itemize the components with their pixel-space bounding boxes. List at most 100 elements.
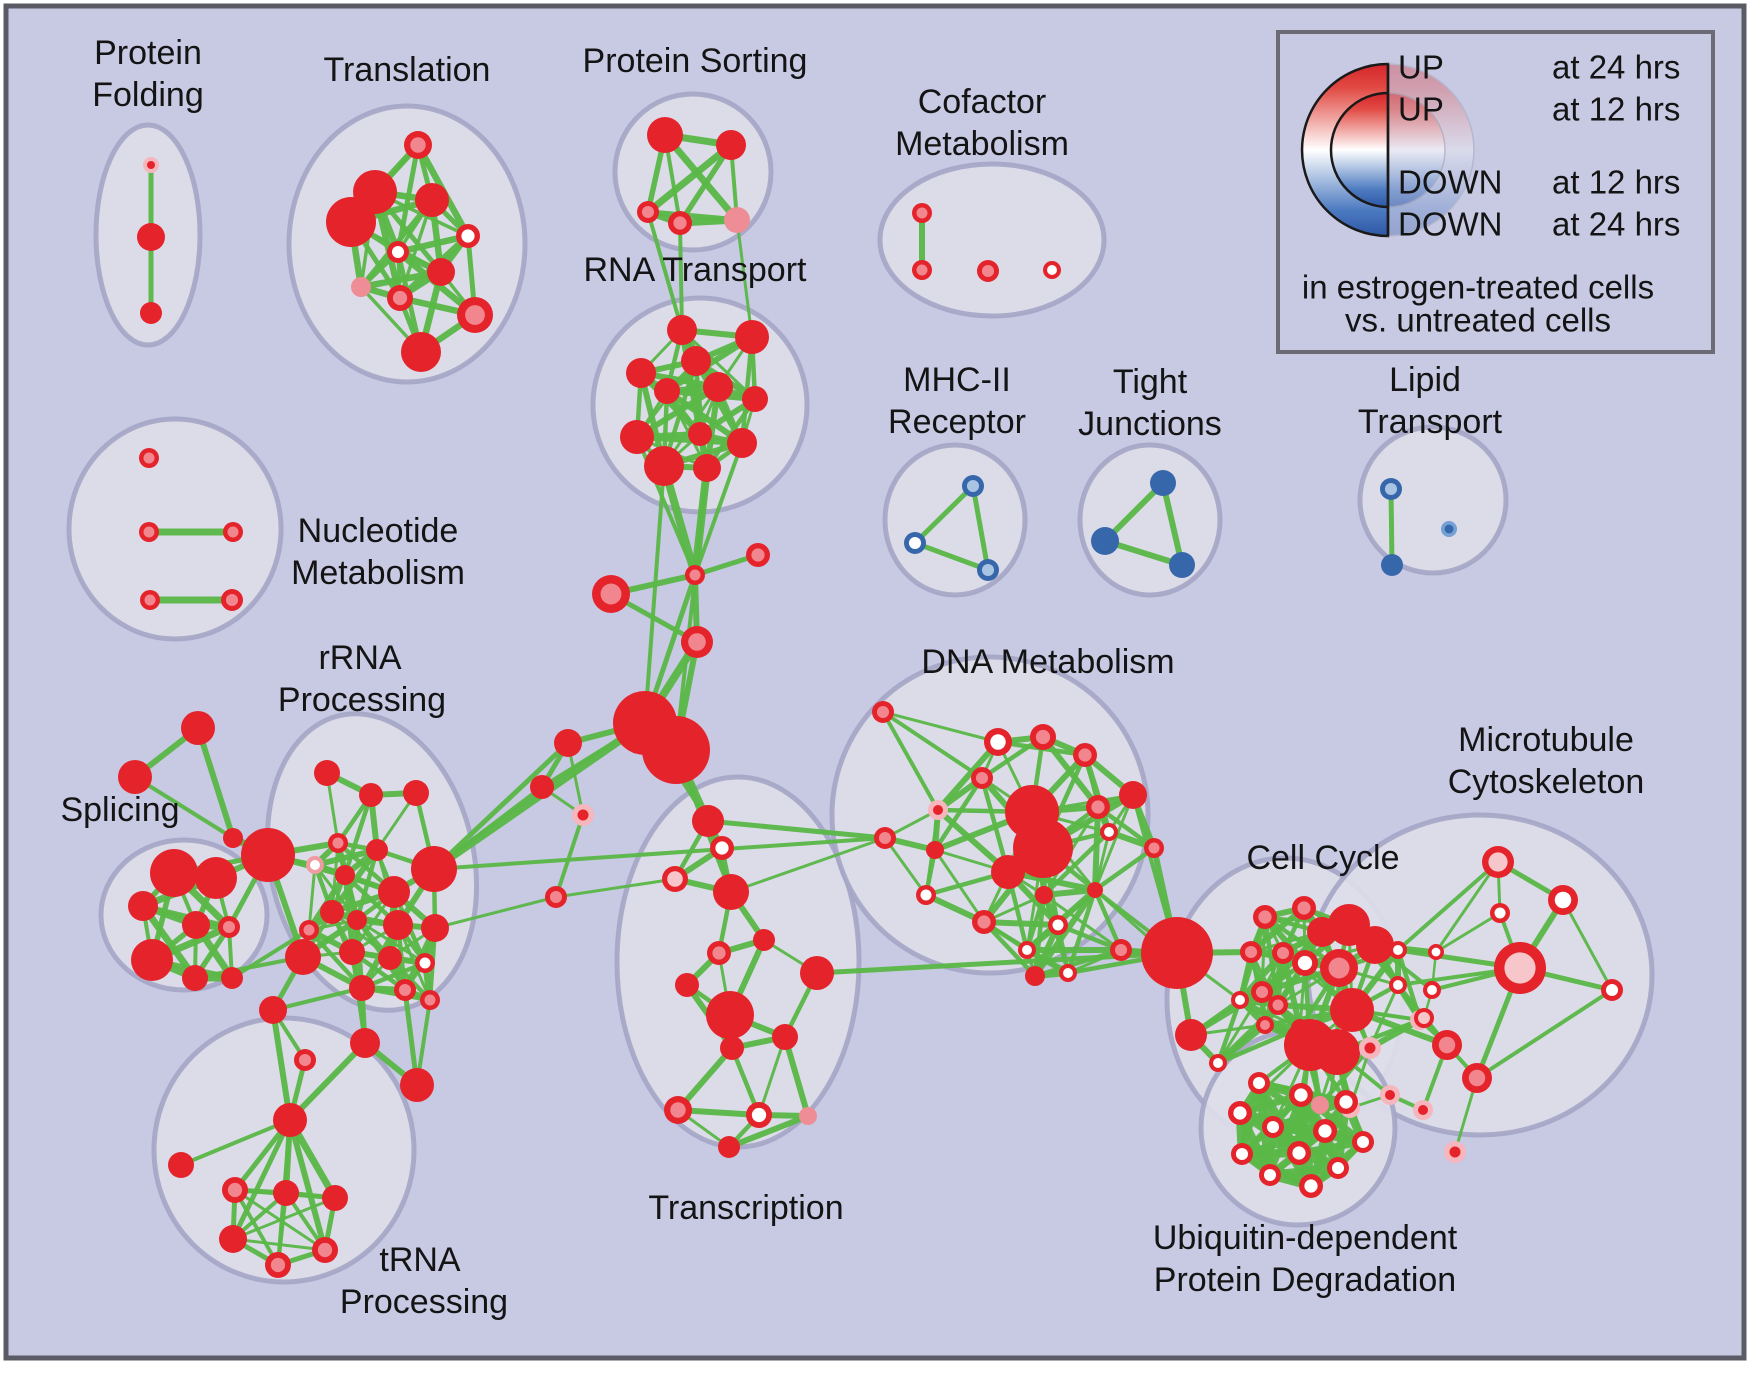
node-rrna-processing[interactable] xyxy=(411,846,457,892)
node-backbone[interactable] xyxy=(259,996,287,1024)
node-tight-junctions[interactable] xyxy=(1169,552,1195,578)
node-rna-transport[interactable] xyxy=(735,320,769,354)
node-dna-metabolism[interactable] xyxy=(1119,781,1147,809)
node-protein-sorting[interactable] xyxy=(724,207,750,233)
node-cell-cycle[interactable] xyxy=(1311,1096,1329,1114)
node-transcription[interactable] xyxy=(706,991,754,1039)
node-transcription[interactable] xyxy=(753,929,775,951)
node-rna-transport[interactable] xyxy=(688,422,712,446)
node-dna-metabolism[interactable] xyxy=(1025,966,1045,986)
node-transcription[interactable] xyxy=(799,1107,817,1125)
node-rrna-processing[interactable] xyxy=(366,839,388,861)
node-trna-processing[interactable] xyxy=(219,1225,247,1253)
node-translation[interactable] xyxy=(326,197,376,247)
node-backbone[interactable] xyxy=(223,828,243,848)
network-edge xyxy=(231,1237,327,1252)
node-dna-metabolism[interactable] xyxy=(1087,882,1103,898)
node-splicing[interactable] xyxy=(182,965,208,991)
node-splicing[interactable] xyxy=(221,967,243,989)
node-transcription[interactable] xyxy=(675,973,699,997)
node-splicing[interactable] xyxy=(131,939,173,981)
node-transcription[interactable] xyxy=(692,805,724,837)
node-dna-metabolism-core xyxy=(990,734,1006,750)
network-edge xyxy=(230,1117,293,1242)
node-rrna-processing[interactable] xyxy=(335,865,355,885)
node-splicing[interactable] xyxy=(182,911,210,939)
cluster-label-splicing: Splicing xyxy=(60,791,179,829)
node-rrna-processing[interactable] xyxy=(349,975,375,1001)
node-dna-metabolism[interactable] xyxy=(1013,818,1073,878)
node-backbone[interactable] xyxy=(118,760,152,794)
node-splicing[interactable] xyxy=(128,891,158,921)
node-rna-transport[interactable] xyxy=(742,386,768,412)
cluster-label-protein-sorting: Protein Sorting xyxy=(583,42,808,80)
node-rrna-processing[interactable] xyxy=(314,760,340,786)
node-transcription[interactable] xyxy=(720,1036,744,1060)
node-rrna-processing[interactable] xyxy=(339,939,365,965)
node-backbone[interactable] xyxy=(554,729,582,757)
node-protein-folding[interactable] xyxy=(137,223,165,251)
node-trna-processing[interactable] xyxy=(273,1103,307,1137)
node-dna-metabolism[interactable] xyxy=(991,855,1025,889)
node-backbone-core xyxy=(549,890,563,904)
node-rrna-processing[interactable] xyxy=(241,828,295,882)
node-rrna-processing[interactable] xyxy=(359,783,383,807)
node-rrna-processing[interactable] xyxy=(403,780,429,806)
node-translation[interactable] xyxy=(401,332,441,372)
node-rna-transport[interactable] xyxy=(667,315,697,345)
node-cell-cycle[interactable] xyxy=(1141,917,1213,989)
node-rrna-processing[interactable] xyxy=(421,914,449,942)
node-cell-cycle-core xyxy=(1328,957,1350,979)
node-rrna-processing[interactable] xyxy=(320,900,344,924)
node-dna-metabolism[interactable] xyxy=(1035,886,1053,904)
node-tight-junctions[interactable] xyxy=(1091,527,1119,555)
node-cell-cycle-core xyxy=(1235,995,1245,1005)
legend-row-down24-time: at 24 hrs xyxy=(1552,206,1680,243)
node-rna-transport[interactable] xyxy=(620,420,654,454)
node-rna-transport[interactable] xyxy=(644,446,684,486)
node-rrna-processing[interactable] xyxy=(378,946,402,970)
node-transcription[interactable] xyxy=(772,1024,798,1050)
node-transcription[interactable] xyxy=(713,874,749,910)
node-rna-transport[interactable] xyxy=(727,428,757,458)
node-cell-cycle[interactable] xyxy=(1330,988,1374,1032)
node-splicing[interactable] xyxy=(195,857,237,899)
node-translation[interactable] xyxy=(351,277,371,297)
node-cell-cycle[interactable] xyxy=(1314,1029,1360,1075)
node-trna-processing[interactable] xyxy=(168,1152,194,1178)
node-trna-processing[interactable] xyxy=(322,1185,348,1211)
node-protein-sorting[interactable] xyxy=(716,130,746,160)
node-cell-cycle[interactable] xyxy=(1175,1019,1207,1051)
node-ubiquitin-degradation-core xyxy=(1266,1120,1280,1134)
node-backbone[interactable] xyxy=(181,711,215,745)
node-protein-sorting[interactable] xyxy=(647,117,683,153)
node-rna-transport[interactable] xyxy=(703,372,733,402)
node-dna-metabolism-core xyxy=(977,915,991,929)
node-backbone[interactable] xyxy=(350,1028,380,1058)
node-splicing[interactable] xyxy=(150,849,198,897)
node-tight-junctions[interactable] xyxy=(1150,470,1176,496)
node-transcription[interactable] xyxy=(800,956,834,990)
node-rna-transport[interactable] xyxy=(693,454,721,482)
node-rrna-processing[interactable] xyxy=(378,876,410,908)
node-cell-cycle[interactable] xyxy=(1356,926,1394,964)
node-rna-transport[interactable] xyxy=(626,358,656,388)
node-protein-folding[interactable] xyxy=(140,302,162,324)
node-translation[interactable] xyxy=(427,258,455,286)
node-rna-transport[interactable] xyxy=(681,346,711,376)
node-rrna-processing[interactable] xyxy=(285,939,321,975)
node-backbone[interactable] xyxy=(400,1068,434,1102)
node-rna-transport[interactable] xyxy=(654,378,680,404)
node-trna-processing[interactable] xyxy=(273,1180,299,1206)
node-dna-metabolism[interactable] xyxy=(926,841,944,859)
network-edge xyxy=(271,986,364,1012)
node-backbone[interactable] xyxy=(642,716,710,784)
node-backbone[interactable] xyxy=(530,775,554,799)
node-lipid-transport[interactable] xyxy=(1381,554,1403,576)
node-rrna-processing[interactable] xyxy=(383,910,413,940)
node-ubiquitin-degradation-core xyxy=(1356,1135,1370,1149)
node-translation[interactable] xyxy=(415,183,449,217)
node-transcription[interactable] xyxy=(718,1136,740,1158)
node-rrna-processing[interactable] xyxy=(347,910,367,930)
